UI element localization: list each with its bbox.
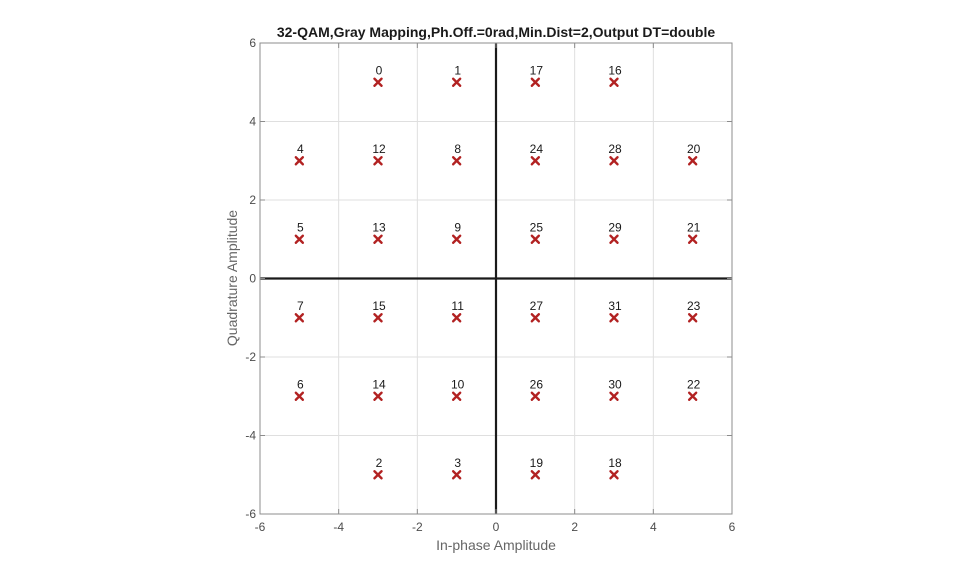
symbol-label: 2 [376,456,383,470]
symbol-marker [687,391,698,401]
symbol-marker [530,156,541,166]
symbol-marker [609,391,619,401]
symbol-label: 0 [376,63,383,77]
symbol-marker [609,313,619,323]
x-tick-label: 0 [493,520,500,534]
symbol-marker [294,156,305,166]
symbol-label: 5 [297,220,304,234]
symbol-label: 9 [454,220,461,234]
symbol-marker [530,77,541,87]
y-tick-label: 4 [249,115,256,129]
symbol-marker [530,313,541,323]
zero-axes [260,43,732,514]
symbol-marker [373,391,383,401]
symbol-label: 8 [454,142,461,156]
symbol-marker [373,156,383,166]
symbol-marker [373,234,383,244]
symbol-label: 31 [608,299,622,313]
x-axis-label: In-phase Amplitude [436,537,556,553]
x-tick-label: 4 [650,520,657,534]
plot-frame [259,42,733,515]
symbol-label: 27 [530,299,544,313]
symbol-marker [530,391,541,401]
symbol-label: 21 [687,220,701,234]
symbol-marker [294,234,305,244]
symbol-marker [451,234,462,244]
x-tick-label: 2 [571,520,578,534]
symbol-marker [609,470,619,480]
symbol-label: 22 [687,377,701,391]
symbol-label: 6 [297,377,304,391]
y-tick-label: 0 [249,272,256,286]
symbol-label: 16 [608,63,622,77]
symbol-label: 10 [451,377,465,391]
symbol-marker [373,313,383,323]
symbol-label: 14 [372,377,386,391]
symbol-label: 17 [530,63,544,77]
symbol-marker [451,156,462,166]
x-tick-label: -6 [255,520,266,534]
symbol-label: 29 [608,220,622,234]
y-tick-label: -2 [245,350,256,364]
y-tick-label: -6 [245,507,256,521]
x-tick-label: 6 [729,520,736,534]
symbol-marker [609,77,619,87]
symbol-label: 13 [372,220,386,234]
y-tick-label: 2 [249,193,256,207]
symbol-label: 24 [530,142,544,156]
symbol-label: 11 [451,299,464,313]
symbol-label: 28 [608,142,622,156]
symbol-marker [609,234,619,244]
symbol-marker [687,313,698,323]
symbol-label: 7 [297,299,304,313]
symbol-marker [451,391,462,401]
symbol-label: 12 [372,142,386,156]
symbol-label: 15 [372,299,386,313]
y-tick-label: 6 [249,36,256,50]
symbol-label: 4 [297,142,304,156]
symbol-marker [451,313,462,323]
symbol-marker [373,77,383,87]
symbol-label: 19 [530,456,544,470]
symbol-marker [609,156,619,166]
symbol-label: 23 [687,299,701,313]
symbol-label: 1 [454,63,461,77]
symbol-marker [294,391,305,401]
y-tick-labels: -6 -4 -2 0 2 4 6 [245,36,256,521]
symbol-marker [373,470,383,480]
x-tick-label: -4 [333,520,344,534]
symbol-label: 18 [608,456,622,470]
x-tick-label: -2 [412,520,423,534]
y-axis-label: Quadrature Amplitude [224,210,240,346]
chart-title: 32-QAM,Gray Mapping,Ph.Off.=0rad,Min.Dis… [277,24,716,40]
symbol-marker [530,470,541,480]
symbol-label: 26 [530,377,544,391]
symbol-marker [530,234,541,244]
y-tick-label: -4 [245,429,256,443]
x-tick-labels: -6 -4 -2 0 2 4 6 [255,520,736,534]
symbol-label: 30 [608,377,622,391]
symbol-marker [451,77,462,87]
symbol-marker [451,470,462,480]
symbol-label: 3 [454,456,461,470]
symbol-markers [294,77,698,480]
symbol-label: 20 [687,142,701,156]
symbol-marker [687,156,698,166]
symbol-labels: 0 1 17 164 12 8 24 28 205 13 9 25 29 217 15 11 27 31 236 14… [297,63,701,470]
symbol-label: 25 [530,220,544,234]
symbol-marker [687,234,698,244]
symbol-marker [294,313,305,323]
